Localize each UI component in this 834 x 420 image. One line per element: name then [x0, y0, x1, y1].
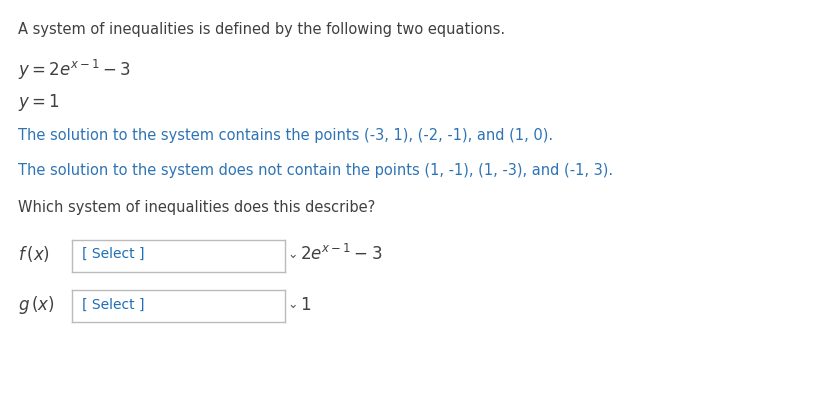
Text: $2e^{x-1} - 3$: $2e^{x-1} - 3$ — [300, 244, 382, 264]
Text: $f\,(x)$: $f\,(x)$ — [18, 244, 50, 264]
Text: [ Select ]: [ Select ] — [82, 247, 144, 261]
Text: [ Select ]: [ Select ] — [82, 298, 144, 312]
Text: The solution to the system contains the points (-3, 1), (-2, -1), and (1, 0).: The solution to the system contains the … — [18, 128, 553, 143]
Text: The solution to the system does not contain the points (1, -1), (1, -3), and (-1: The solution to the system does not cont… — [18, 163, 613, 178]
Text: A system of inequalities is defined by the following two equations.: A system of inequalities is defined by t… — [18, 22, 505, 37]
Text: $y = 2e^{x-1} - 3$: $y = 2e^{x-1} - 3$ — [18, 58, 131, 82]
Text: $g\,(x)$: $g\,(x)$ — [18, 294, 55, 316]
Text: ⌄: ⌄ — [287, 299, 298, 312]
Text: ⌄: ⌄ — [287, 247, 298, 260]
Text: $1$: $1$ — [300, 296, 311, 314]
Text: Which system of inequalities does this describe?: Which system of inequalities does this d… — [18, 200, 375, 215]
Text: $y = 1$: $y = 1$ — [18, 92, 60, 113]
